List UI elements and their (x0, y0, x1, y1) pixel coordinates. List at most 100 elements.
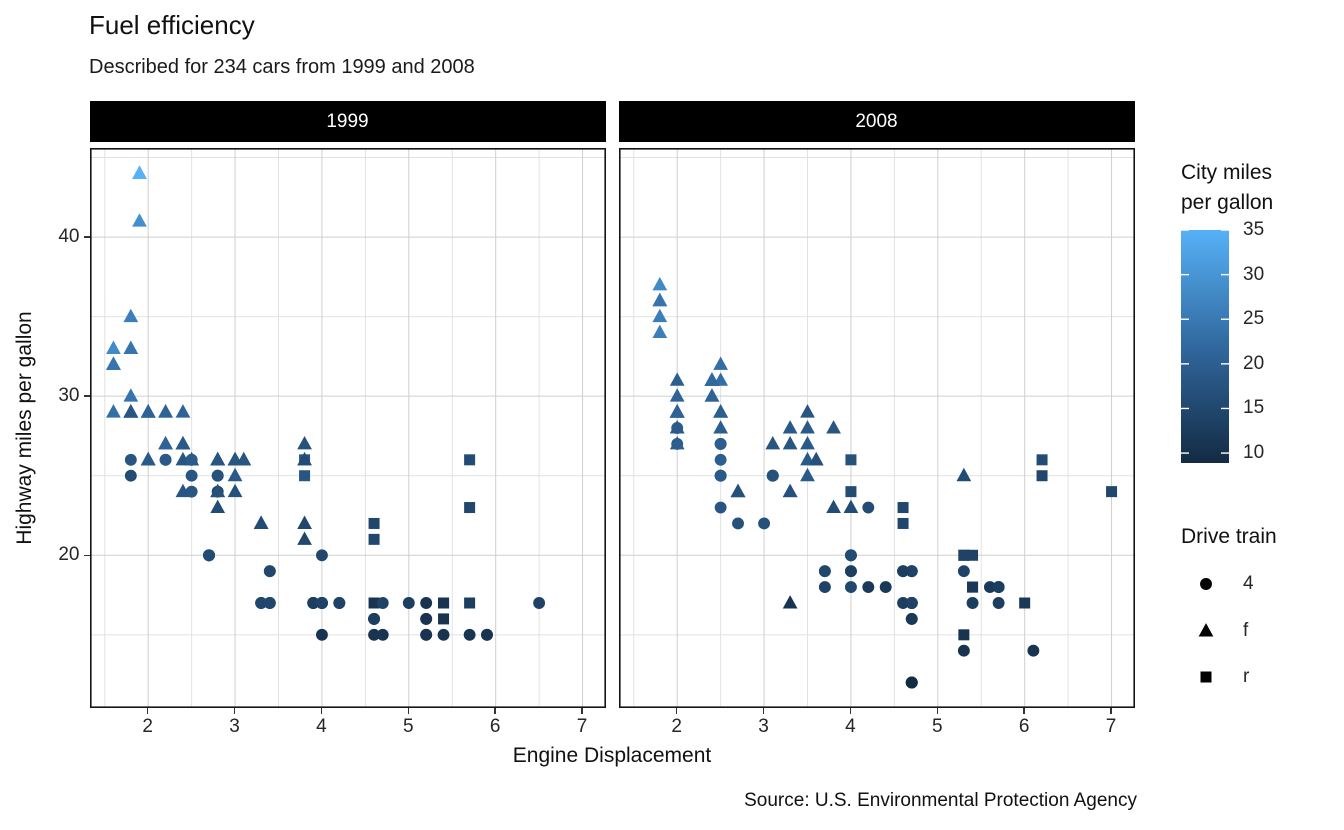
data-point-circle (905, 565, 918, 578)
data-point-circle (861, 501, 874, 514)
data-point-triangle (669, 404, 685, 418)
data-point-triangle (799, 467, 815, 482)
data-point-circle (992, 581, 1005, 594)
data-point-triangle (157, 404, 173, 418)
data-point-circle (376, 628, 389, 641)
x-tick-label: 5 (932, 716, 943, 737)
data-point-square (368, 597, 380, 609)
facet-panel-1999 (89, 148, 606, 708)
data-point-circle (818, 581, 831, 594)
data-point-circle (263, 565, 276, 578)
data-point-triangle (704, 388, 719, 402)
plot-subtitle: Described for 234 cars from 1999 and 200… (89, 56, 475, 78)
data-point-circle (714, 453, 727, 466)
data-point-triangle (712, 420, 728, 434)
data-point-triangle (799, 404, 815, 418)
data-point-square (966, 549, 978, 561)
data-point-triangle (122, 308, 138, 323)
y-tick-mark (83, 236, 90, 238)
data-point-square (437, 613, 449, 625)
data-point-circle (437, 628, 449, 641)
facet-panel-2008 (618, 148, 1135, 708)
data-point-square (463, 502, 475, 514)
data-point-square (1036, 470, 1048, 482)
x-tick-label: 5 (403, 716, 414, 737)
panel-border (618, 148, 1135, 708)
x-tick-label: 7 (576, 716, 588, 737)
colorbar (1181, 230, 1229, 463)
data-point-triangle (808, 451, 824, 466)
color-legend-title-line1: City miles (1181, 161, 1273, 184)
shape-legend-label: 4 (1243, 573, 1254, 594)
shape-legend-glyph-f (1198, 622, 1214, 636)
data-point-circle (957, 644, 970, 657)
data-point-circle (905, 676, 918, 689)
data-point-triangle (712, 356, 728, 370)
data-point-triangle (799, 435, 815, 450)
data-point-circle (992, 597, 1005, 609)
data-point-triangle (782, 420, 798, 434)
shape-legend-label: r (1243, 666, 1250, 687)
data-point-circle (402, 597, 415, 609)
data-point-triangle (669, 420, 685, 434)
data-point-circle (480, 628, 493, 641)
data-point-circle (757, 517, 770, 530)
shape-legend-glyph-r (1200, 671, 1212, 683)
data-point-square (957, 549, 969, 561)
data-point-triangle (122, 388, 138, 402)
data-point-circle (185, 485, 198, 498)
x-tick-mark (407, 708, 410, 714)
data-point-triangle (105, 356, 121, 370)
data-point-square (437, 597, 449, 609)
data-point-circle (896, 565, 909, 578)
data-point-triangle (825, 499, 841, 514)
x-tick-mark (762, 708, 765, 714)
data-point-square (897, 502, 909, 514)
x-tick-label: 3 (758, 716, 769, 737)
data-point-triangle (209, 451, 225, 466)
x-tick-label: 2 (142, 716, 153, 737)
data-point-square (1200, 671, 1212, 683)
data-point-circle (532, 597, 545, 609)
x-tick-label: 3 (229, 716, 240, 737)
y-axis-title: Highway miles per gallon (13, 311, 36, 545)
data-point-triangle (782, 483, 798, 498)
data-point-triangle (296, 435, 312, 450)
panel-border (89, 148, 606, 708)
plot-title: Fuel efficiency (89, 10, 255, 40)
colorbar-tick-label: 25 (1243, 308, 1265, 330)
data-point-triangle (296, 531, 312, 545)
data-point-circle (714, 469, 727, 482)
data-point-triangle (227, 483, 242, 498)
data-point-triangle (843, 499, 858, 514)
data-point-circle (896, 597, 909, 609)
data-point-circle (905, 597, 918, 609)
data-point-square (463, 597, 475, 609)
data-point-circle (844, 581, 857, 594)
data-point-circle (844, 565, 857, 578)
y-tick-mark (83, 554, 90, 557)
colorbar-tick-label: 35 (1243, 219, 1265, 240)
data-point-circle (159, 453, 172, 466)
data-point-circle (202, 549, 215, 562)
data-point-circle (315, 549, 328, 562)
data-point-triangle (669, 388, 685, 402)
data-point-square (368, 517, 380, 529)
data-point-square (1018, 597, 1030, 609)
data-point-circle (879, 581, 892, 594)
data-point-triangle (730, 483, 745, 498)
x-tick-mark (1110, 708, 1112, 714)
x-tick-label: 6 (489, 716, 501, 737)
x-tick-mark (936, 708, 939, 714)
x-tick-label: 4 (316, 716, 327, 737)
data-point-triangle (651, 324, 667, 339)
data-point-circle (419, 597, 432, 609)
data-point-triangle (131, 165, 147, 179)
x-tick-mark (320, 708, 323, 714)
facet-strip-1999: 1999 (89, 101, 606, 142)
shape-legend-label: f (1243, 619, 1249, 641)
color-legend-title: City miles per gallon (1181, 158, 1273, 218)
data-point-circle (983, 581, 996, 594)
data-point-triangle (105, 340, 121, 354)
data-point-circle (185, 469, 198, 482)
